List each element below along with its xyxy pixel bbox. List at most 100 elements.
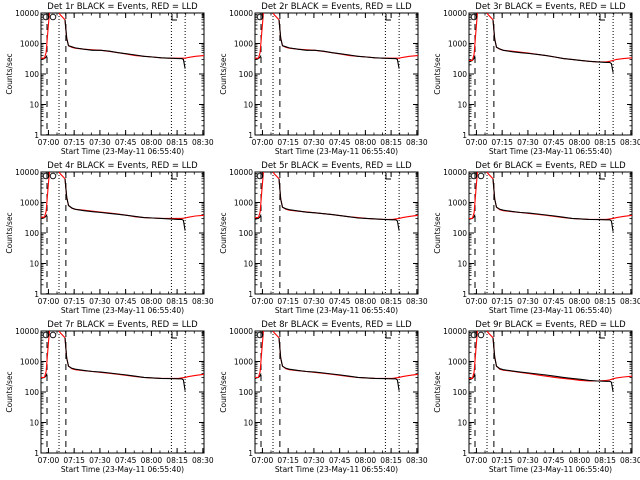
corner-circle-mark <box>477 172 485 180</box>
series-events-line <box>492 19 614 73</box>
corner-circle-mark <box>256 13 264 21</box>
chart-panel-7: Det 7r BLACK = Events, RED = LLD 1 10 100 10… <box>5 320 214 474</box>
series-events-line <box>492 178 614 232</box>
x-tick-label: 07:30 <box>517 138 539 147</box>
y-tick-label: 10 <box>29 419 39 428</box>
x-tick-label: 08:30 <box>192 456 214 465</box>
y-axis-label: Counts/sec <box>219 53 228 94</box>
y-tick-label: 10000 <box>15 168 39 177</box>
x-tick-label: 07:30 <box>303 138 325 147</box>
corner-circle-mark <box>49 13 57 21</box>
y-axis-label: Counts/sec <box>433 371 442 412</box>
x-tick-label: 07:30 <box>89 456 111 465</box>
x-axis-label: Start Time (23-May-11 06:55:40) <box>61 465 184 474</box>
x-tick-label: 08:00 <box>141 456 163 465</box>
x-tick-label: 08:30 <box>192 297 214 306</box>
x-tick-label: 08:00 <box>355 456 377 465</box>
plot-area <box>41 13 204 135</box>
x-tick-label: 08:15 <box>380 456 402 465</box>
x-tick-label: 08:30 <box>620 456 640 465</box>
chart-title: Det 9r BLACK = Events, RED = LLD <box>475 320 626 330</box>
x-axis-label: Start Time (23-May-11 06:55:40) <box>489 465 612 474</box>
x-tick-label: 07:30 <box>303 297 325 306</box>
y-tick-label: 100 <box>25 388 40 397</box>
x-tick-label: 07:15 <box>63 138 85 147</box>
x-tick-label: 08:15 <box>166 297 188 306</box>
y-tick-label: 1000 <box>448 199 467 208</box>
corner-l-mark <box>385 332 391 339</box>
x-tick-label: 07:00 <box>252 297 274 306</box>
x-tick-label: 08:00 <box>355 138 377 147</box>
y-tick-label: 10 <box>243 419 253 428</box>
y-tick-label: 1 <box>462 131 467 140</box>
chart-panel-5: Det 5r BLACK = Events, RED = LLD 1 10 100 10… <box>219 161 428 315</box>
x-tick-label: 07:15 <box>491 456 513 465</box>
series-lld-line <box>469 331 632 382</box>
x-tick-label: 07:30 <box>89 297 111 306</box>
series-events-line <box>64 178 186 231</box>
series-events-line <box>278 19 400 69</box>
y-tick-label: 1 <box>462 290 467 299</box>
x-tick-label: 08:00 <box>569 138 591 147</box>
corner-circle-mark <box>42 172 50 180</box>
x-tick-label: 07:00 <box>466 297 488 306</box>
y-tick-label: 10 <box>29 260 39 269</box>
chart-title: Det 3r BLACK = Events, RED = LLD <box>475 2 626 12</box>
y-tick-label: 1000 <box>20 358 39 367</box>
chart-panel-6: Det 6r BLACK = Events, RED = LLD 1 10 100 10… <box>433 161 640 315</box>
x-tick-label: 07:45 <box>329 456 351 465</box>
x-tick-label: 07:00 <box>38 297 60 306</box>
x-axis-label: Start Time (23-May-11 06:55:40) <box>275 147 398 156</box>
corner-circle-mark <box>470 331 478 339</box>
chart-panel-4: Det 4r BLACK = Events, RED = LLD 1 10 100 10… <box>5 161 214 315</box>
corner-circle-mark <box>42 331 50 339</box>
corner-l-mark <box>599 173 605 180</box>
y-tick-label: 10000 <box>15 327 39 336</box>
chart-title: Det 1r BLACK = Events, RED = LLD <box>47 2 198 12</box>
plot-area <box>255 331 418 453</box>
corner-l-mark <box>599 332 605 339</box>
y-tick-label: 1000 <box>448 358 467 367</box>
corner-circle-mark <box>470 172 478 180</box>
y-tick-label: 10 <box>243 260 253 269</box>
corner-circle-mark <box>256 172 264 180</box>
y-tick-label: 1000 <box>20 199 39 208</box>
x-tick-label: 08:15 <box>594 138 616 147</box>
x-tick-label: 07:30 <box>517 456 539 465</box>
y-tick-label: 1 <box>248 449 253 458</box>
x-tick-label: 08:30 <box>406 297 428 306</box>
series-events-line <box>492 337 614 393</box>
y-tick-label: 100 <box>453 388 468 397</box>
y-tick-label: 100 <box>453 229 468 238</box>
y-tick-label: 1000 <box>234 358 253 367</box>
y-tick-label: 10 <box>457 419 467 428</box>
x-tick-label: 08:00 <box>569 456 591 465</box>
chart-panel-8: Det 8r BLACK = Events, RED = LLD 1 10 100 10… <box>219 320 428 474</box>
chart-title: Det 5r BLACK = Events, RED = LLD <box>261 161 412 171</box>
x-tick-label: 07:45 <box>115 297 137 306</box>
x-tick-label: 07:15 <box>277 456 299 465</box>
y-tick-label: 10000 <box>15 9 39 18</box>
x-tick-label: 07:15 <box>277 297 299 306</box>
x-tick-label: 08:15 <box>594 297 616 306</box>
x-tick-label: 07:45 <box>329 138 351 147</box>
y-tick-label: 10000 <box>229 9 253 18</box>
y-tick-label: 10000 <box>443 327 467 336</box>
x-axis-label: Start Time (23-May-11 06:55:40) <box>489 306 612 315</box>
corner-circle-mark <box>470 13 478 21</box>
x-tick-label: 08:00 <box>141 138 163 147</box>
x-tick-label: 07:45 <box>543 456 565 465</box>
x-tick-label: 07:00 <box>38 456 60 465</box>
plot-area <box>469 13 632 135</box>
corner-circle-mark <box>42 13 50 21</box>
chart-title: Det 7r BLACK = Events, RED = LLD <box>47 320 198 330</box>
x-axis-label: Start Time (23-May-11 06:55:40) <box>61 147 184 156</box>
y-tick-label: 100 <box>25 70 40 79</box>
corner-l-mark <box>599 14 605 21</box>
x-tick-label: 07:15 <box>491 138 513 147</box>
chart-title: Det 4r BLACK = Events, RED = LLD <box>47 161 198 171</box>
x-tick-label: 07:15 <box>63 297 85 306</box>
y-tick-label: 10 <box>457 260 467 269</box>
y-tick-label: 10 <box>243 101 253 110</box>
